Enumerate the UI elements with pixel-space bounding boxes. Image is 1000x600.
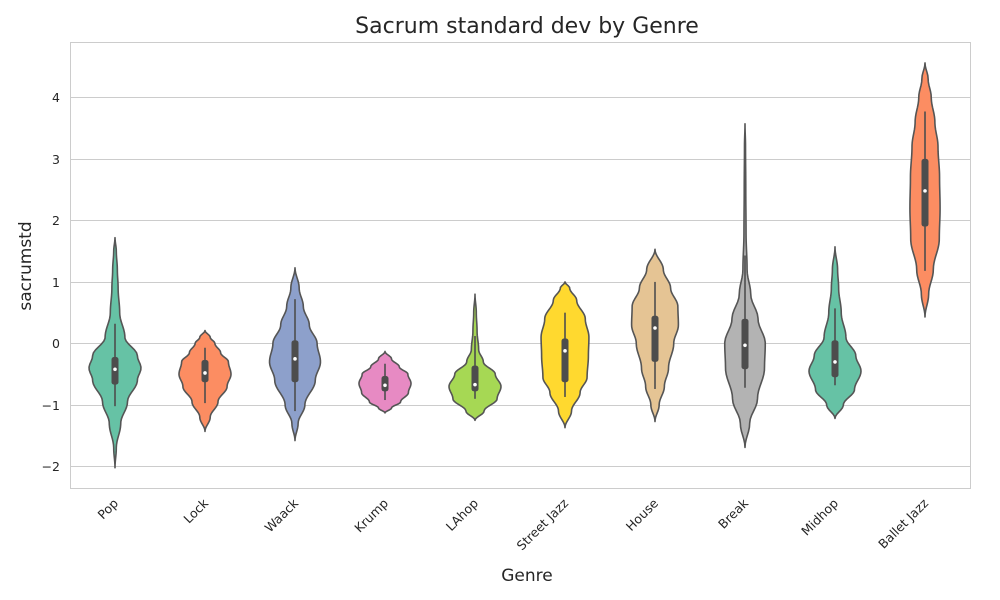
- gridlines: [70, 97, 970, 467]
- y-axis-label: sacrumstd: [16, 221, 36, 310]
- violin-median: [923, 189, 927, 193]
- violin-iqr-box: [201, 360, 209, 383]
- x-tick-label: Krump: [351, 495, 391, 535]
- violin-median: [563, 349, 567, 353]
- violin-iqr-box: [831, 340, 839, 378]
- violin-iqr-box: [561, 338, 569, 383]
- violin-median: [293, 357, 297, 361]
- violin-iqr-box: [651, 315, 659, 362]
- x-tick-label: Street Jazz: [514, 495, 572, 553]
- x-axis-label: Genre: [501, 566, 552, 586]
- violin-median: [653, 326, 657, 330]
- violin-iqr-box: [921, 158, 929, 227]
- chart-title: Sacrum standard dev by Genre: [355, 14, 699, 39]
- violin-median: [203, 371, 207, 375]
- x-tick-label: Pop: [94, 495, 121, 522]
- y-tick-label: 3: [52, 152, 60, 167]
- violin-median: [833, 360, 837, 364]
- y-tick-label: −1: [42, 398, 60, 413]
- y-tick-label: 1: [52, 275, 60, 290]
- violin-median: [383, 383, 387, 388]
- y-tick-labels: −2 −1 0 1 2 3 4: [42, 90, 60, 474]
- x-tick-label: Lock: [180, 495, 211, 526]
- x-tick-label: Waack: [262, 495, 302, 535]
- violin-median: [743, 343, 747, 348]
- violin-iqr-box: [291, 340, 299, 383]
- x-tick-label: Ballet Jazz: [875, 495, 931, 551]
- violins: [88, 62, 941, 469]
- violin-iqr-box: [471, 365, 479, 392]
- violin-median: [113, 367, 117, 372]
- violin-median: [473, 382, 477, 387]
- x-tick-label: LAhop: [443, 495, 481, 533]
- y-tick-label: 2: [52, 213, 60, 228]
- x-tick-label: Midhop: [798, 495, 841, 538]
- x-tick-labels: Pop Lock Waack Krump LAhop Street Jazz House Br…: [94, 495, 931, 553]
- y-tick-label: −2: [42, 459, 60, 474]
- x-tick-label: Break: [715, 495, 752, 532]
- plot-frame: [70, 42, 971, 489]
- y-tick-label: 4: [52, 90, 60, 105]
- y-tick-label: 0: [52, 336, 60, 351]
- x-tick-label: House: [623, 495, 662, 534]
